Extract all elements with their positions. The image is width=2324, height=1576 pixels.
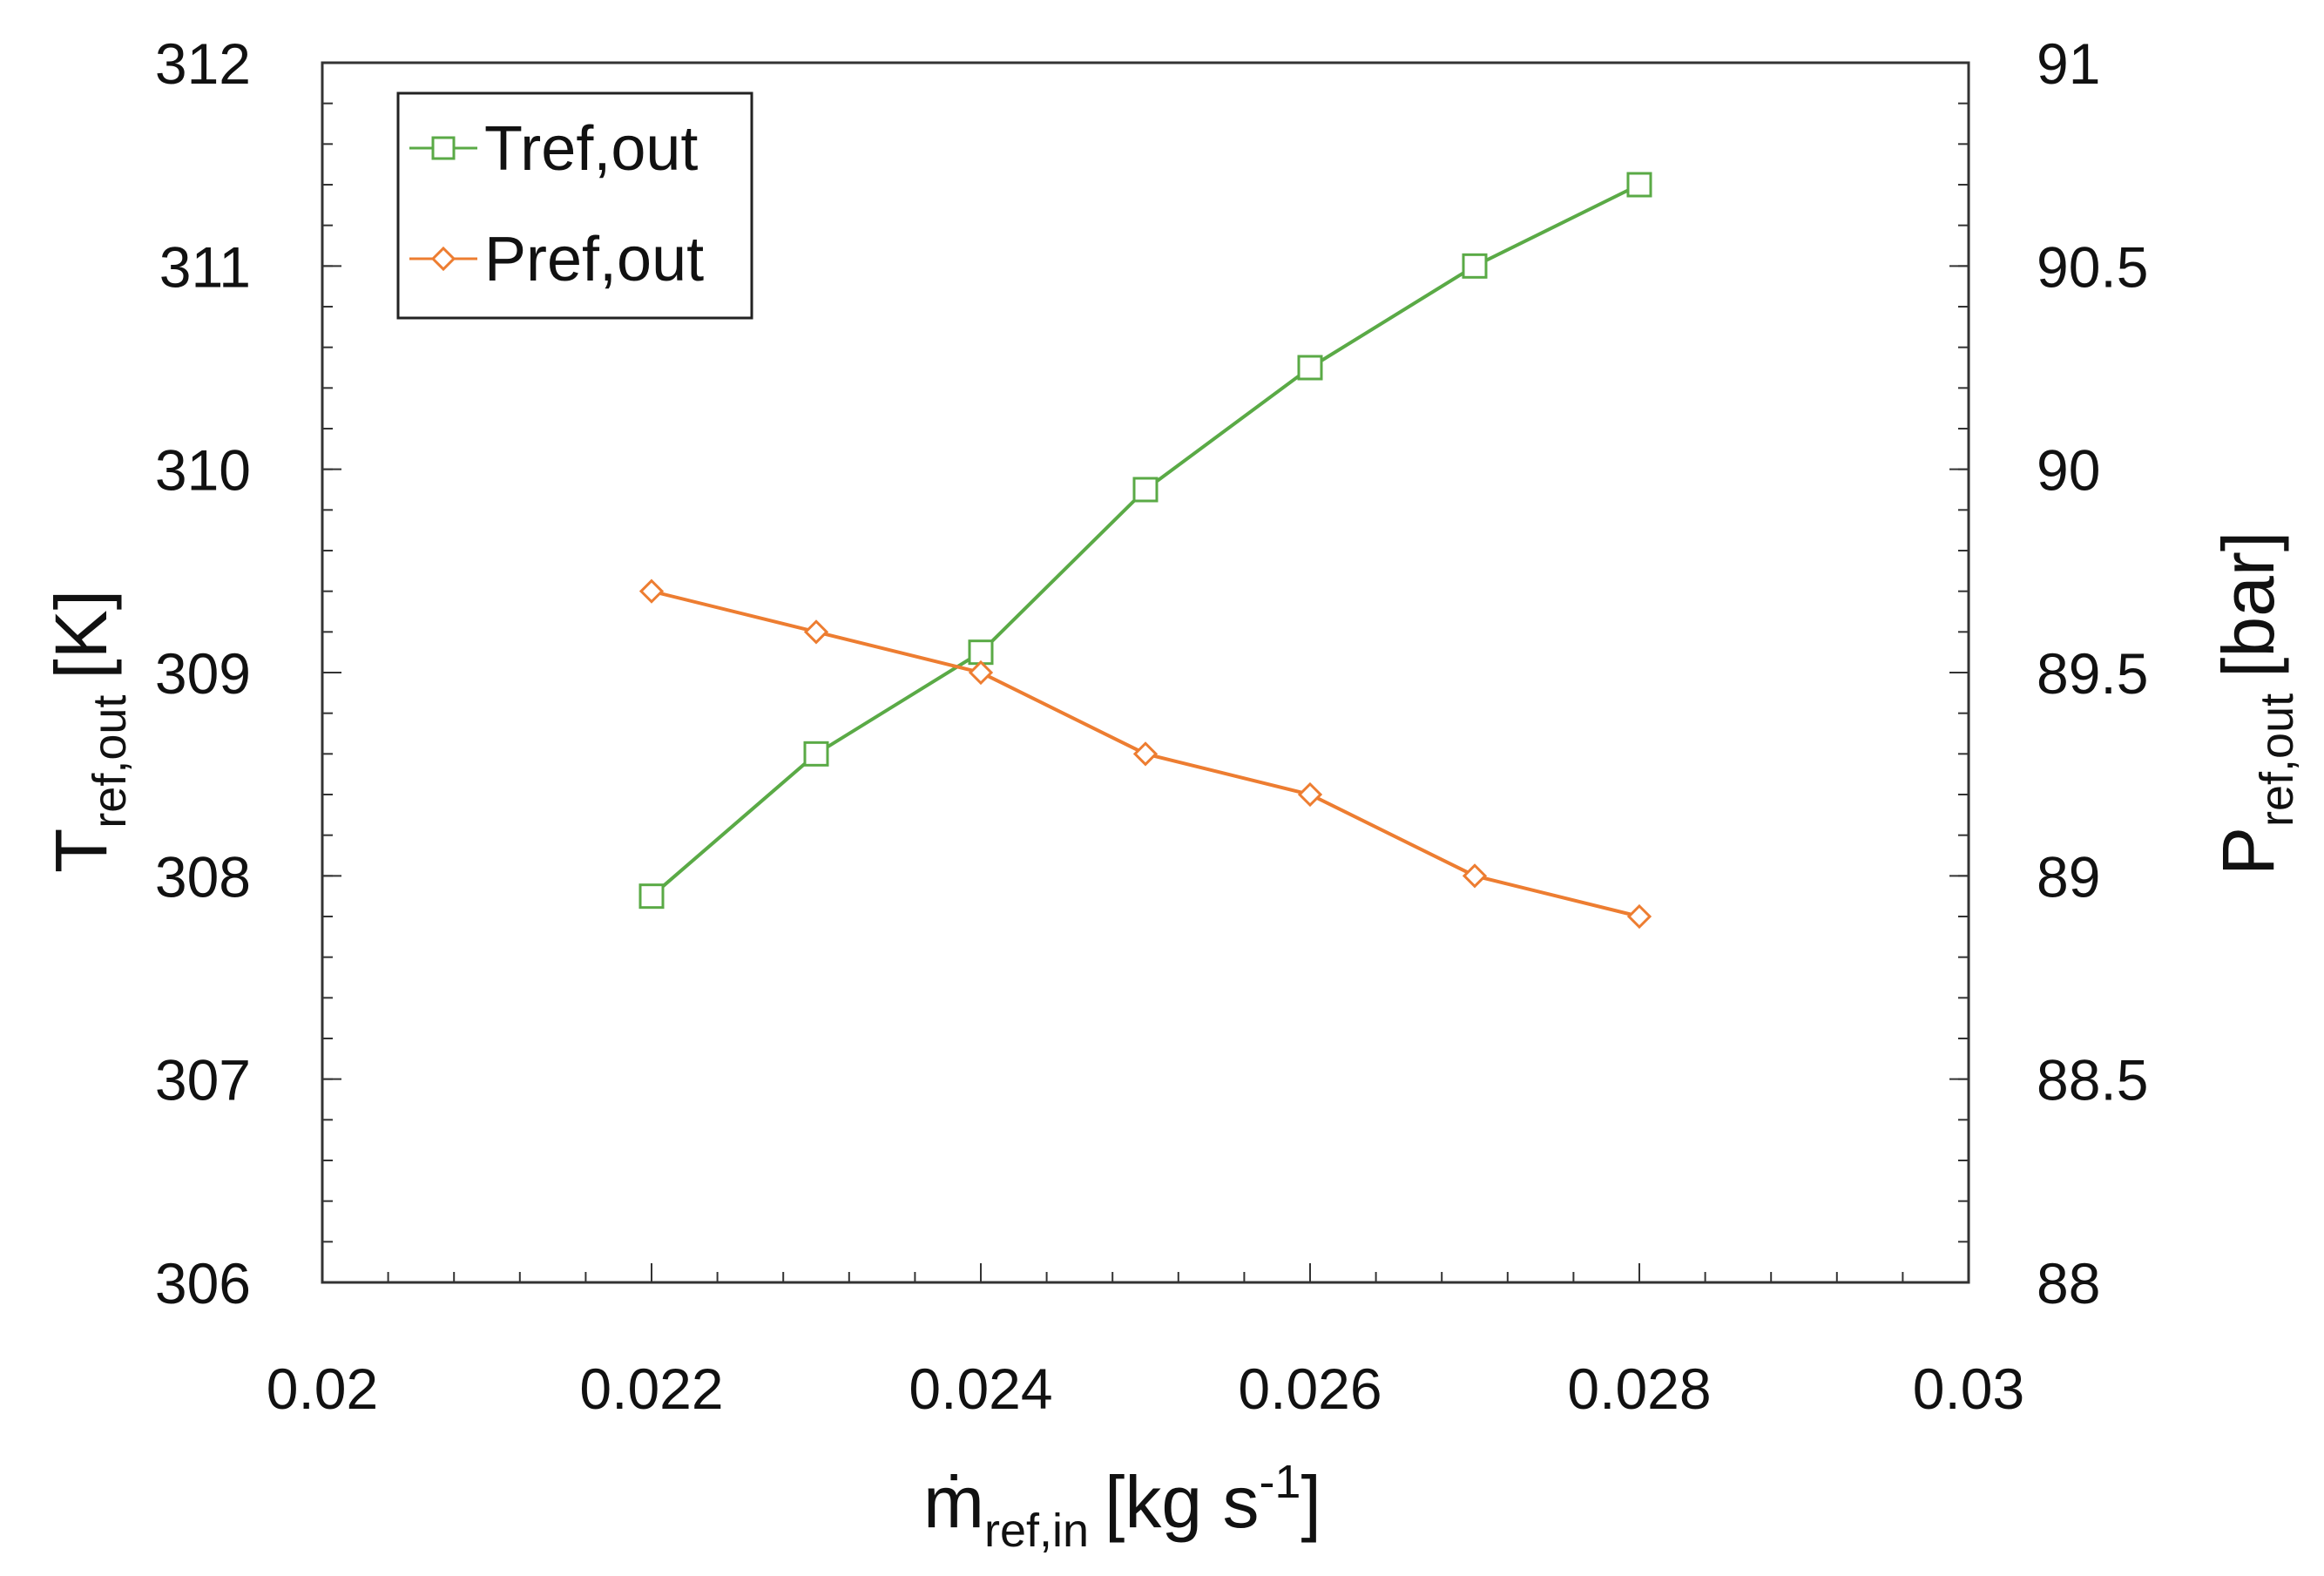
- data-point-pref: [1297, 781, 1323, 808]
- data-point-pref: [1626, 903, 1652, 930]
- data-point-pref: [1462, 863, 1488, 889]
- y-right-axis-title-main: P: [2207, 827, 2289, 876]
- x-axis-title-close: ]: [1300, 1461, 1321, 1543]
- data-point-tref: [1132, 477, 1159, 503]
- y-left-axis-title-unit: [K]: [40, 590, 122, 680]
- y-right-tick-label: 90.5: [2037, 234, 2148, 299]
- legend-box: [396, 91, 753, 320]
- series-layer: [638, 172, 1652, 930]
- data-point-tref: [638, 883, 665, 910]
- x-tick-label: 0.026: [1238, 1356, 1382, 1421]
- y-left-tick-label: 310: [155, 438, 251, 503]
- legend-label-tref: Tref,out: [484, 114, 698, 184]
- data-point-pref: [803, 619, 829, 645]
- data-point-tref: [1626, 172, 1652, 198]
- y-left-axis-title-main: T: [40, 829, 122, 873]
- legend-label-pref: Pref,out: [484, 225, 704, 294]
- y-right-tick-label: 91: [2037, 31, 2100, 96]
- series-line-tref: [650, 183, 1640, 898]
- data-point-tref: [968, 639, 994, 666]
- data-point-pref: [638, 578, 665, 604]
- x-axis-title-unit: [kg s: [1105, 1461, 1259, 1543]
- y-left-axis-ticks: 306 307 308 309 310 311 312: [155, 31, 341, 1316]
- data-point-tref: [803, 741, 829, 767]
- y-left-tick-label: 311: [159, 234, 251, 299]
- y-left-tick-label: 307: [155, 1048, 251, 1113]
- legend-entry-tref: Tref,out: [409, 114, 698, 184]
- data-point-tref: [1297, 355, 1323, 381]
- x-axis-title-main: ṁ: [923, 1461, 984, 1543]
- data-point-pref: [1132, 741, 1159, 767]
- y-right-tick-label: 88: [2037, 1251, 2100, 1316]
- x-tick-label: 0.028: [1567, 1356, 1711, 1421]
- x-tick-label: 0.024: [909, 1356, 1052, 1421]
- legend: Tref,out Pref,out: [396, 91, 753, 320]
- x-axis-title-sup: -1: [1259, 1456, 1300, 1508]
- x-axis-title-sub: ref,in: [984, 1505, 1089, 1557]
- x-axis-title: ṁref,in [kg s-1]: [923, 1456, 1321, 1557]
- y-right-axis-title-sub: ref,out: [2251, 693, 2303, 827]
- y-left-axis-title: Tref,out [K]: [40, 590, 136, 873]
- y-right-axis-title-unit: [bar]: [2207, 531, 2289, 678]
- y-left-tick-label: 312: [155, 31, 251, 96]
- x-tick-label: 0.022: [579, 1356, 723, 1421]
- y-right-axis-ticks: 88 88.5 89 89.5 90 90.5 91: [1949, 31, 2148, 1316]
- y-right-tick-label: 90: [2037, 438, 2100, 503]
- y-right-tick-label: 89: [2037, 844, 2100, 909]
- y-right-axis-title: Pref,out [bar]: [2207, 531, 2303, 876]
- y-right-tick-label: 89.5: [2037, 641, 2148, 706]
- y-left-tick-label: 308: [155, 844, 251, 909]
- y-left-tick-label: 306: [155, 1251, 251, 1316]
- legend-entry-pref: Pref,out: [409, 225, 704, 294]
- x-tick-label: 0.02: [267, 1356, 378, 1421]
- x-axis-ticks: 0.02 0.022 0.024 0.026 0.028 0.03: [267, 1263, 2024, 1421]
- data-point-pref: [968, 659, 994, 686]
- y-left-axis-title-sub: ref,out: [84, 695, 136, 829]
- y-right-tick-label: 88.5: [2037, 1048, 2148, 1113]
- data-point-tref: [1462, 253, 1488, 279]
- y-left-tick-label: 309: [155, 641, 251, 706]
- x-tick-label: 0.03: [1913, 1356, 2024, 1421]
